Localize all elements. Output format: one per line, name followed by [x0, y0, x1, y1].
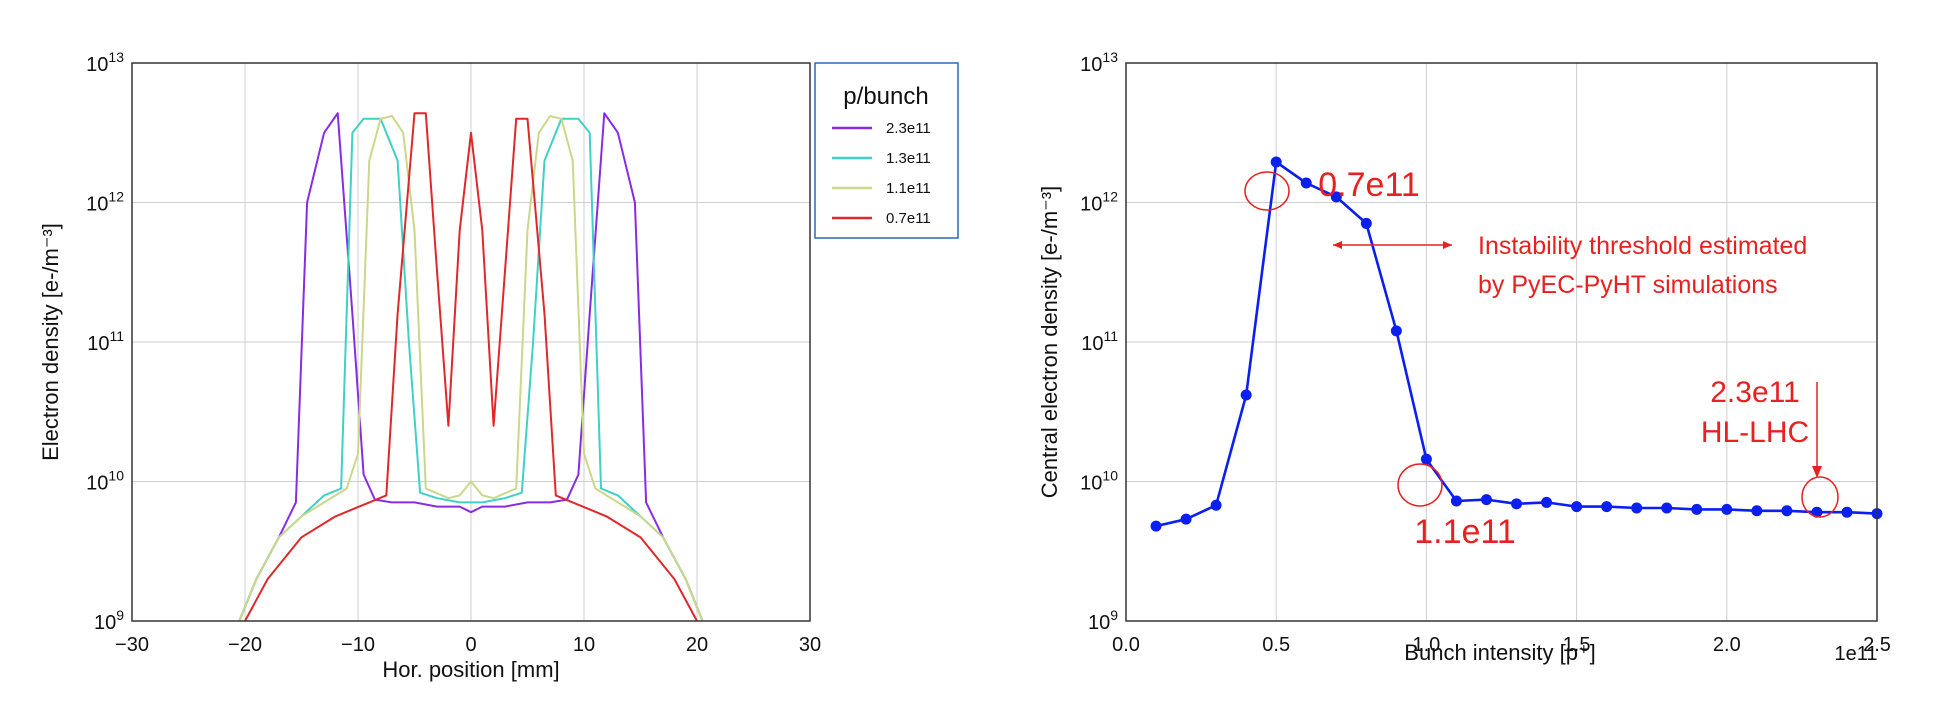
right-data-point	[1180, 513, 1192, 525]
annotation-hl-lhc: HL-LHC	[1701, 416, 1809, 449]
hl-arrow-head	[1812, 466, 1822, 478]
right-x-tick-label: 0.0	[1112, 634, 1140, 656]
right-y-tick-label: 1010	[1080, 468, 1118, 495]
left-x-tick-label: 0	[465, 634, 476, 656]
right-data-point	[1330, 191, 1342, 203]
left-series-line-1-1e11	[238, 115, 704, 622]
right-x-tick-label: 2.0	[1713, 634, 1741, 656]
right-data-point	[1511, 498, 1523, 510]
left-plot-frame	[131, 62, 811, 622]
left-y-axis-label: Electron density [e-/m⁻³]	[38, 223, 63, 461]
annotation-1-1e11: 1.1e11	[1414, 513, 1515, 551]
right-tick-labels: 0.0 0.5 1.0 1.5 2.0 2.5 109 1010 1011 1012 1013	[1080, 49, 1891, 656]
right-data-point	[1150, 520, 1162, 532]
left-series-group	[238, 112, 704, 622]
right-data-point	[1390, 325, 1402, 337]
right-data-point	[1571, 501, 1583, 513]
legend-entry-label: 0.7e11	[886, 210, 931, 227]
left-series-line-0-7e11	[244, 112, 698, 622]
annotation-2-3e11: 2.3e11	[1710, 376, 1800, 409]
right-data-point	[1811, 506, 1823, 518]
right-data-point	[1721, 503, 1733, 515]
left-y-tick-label: 1012	[86, 189, 124, 216]
right-data-point	[1420, 453, 1432, 465]
left-legend: p/bunch 2.3e11 1.3e11 1.1e11 0.7e11	[814, 62, 959, 239]
right-y-tick-label: 109	[1088, 607, 1118, 634]
right-y-tick-label: 1013	[1080, 49, 1118, 76]
right-data-point	[1240, 389, 1252, 401]
right-x-tick-label: 1.5	[1563, 634, 1591, 656]
legend-box	[814, 62, 959, 239]
left-tick-labels: −30 −20 −10 0 10 20 30 109 1010 1011 1012 1013	[86, 49, 821, 656]
right-x-tick-label: 1.0	[1412, 634, 1440, 656]
threshold-arrow-right-head	[1443, 241, 1452, 249]
legend-entry-label: 1.1e11	[886, 180, 931, 197]
right-chart: 0.0 0.5 1.0 1.5 2.0 2.5 109 1010 1011 1012 1013 Bu…	[1037, 49, 1891, 665]
right-data-point	[1661, 502, 1673, 514]
left-chart: −30 −20 −10 0 10 20 30 109 1010 1011 1012 1013 Hor.…	[38, 49, 959, 682]
left-y-tick-label: 1010	[86, 468, 124, 495]
right-x-tick-label: 2.5	[1863, 634, 1891, 656]
circle-1-1e11	[1397, 463, 1443, 507]
right-data-point	[1841, 506, 1853, 518]
right-x-multiplier: 1e11	[1834, 643, 1877, 665]
legend-entry-label: 2.3e11	[886, 120, 931, 137]
right-annotations: 0.7e11 Instability threshold estimated b…	[1244, 166, 1839, 551]
left-x-tick-label: 10	[573, 634, 595, 656]
threshold-arrow-left-head	[1333, 241, 1342, 249]
right-data-point	[1210, 499, 1222, 511]
left-y-tick-label: 1011	[87, 328, 124, 355]
left-x-axis-label: Hor. position [mm]	[382, 657, 559, 682]
left-series-line-2-3e11	[238, 112, 704, 622]
right-data-point	[1300, 177, 1312, 189]
right-data-point	[1631, 502, 1643, 514]
left-series-line-1-3e11	[238, 117, 704, 622]
right-data-point	[1270, 156, 1282, 168]
right-y-axis-label: Central electron density [e-/m⁻³]	[1037, 186, 1062, 498]
legend-title: p/bunch	[843, 83, 928, 110]
right-y-tick-label: 1011	[1081, 328, 1118, 355]
right-data-point	[1691, 503, 1703, 515]
left-x-tick-label: 20	[686, 634, 708, 656]
circle-2-3e11	[1801, 476, 1839, 518]
left-x-tick-label: 30	[799, 634, 821, 656]
right-x-tick-label: 0.5	[1262, 634, 1290, 656]
annotation-0-7e11: 0.7e11	[1318, 166, 1419, 204]
right-x-axis-label: Bunch intensity [p⁺]	[1404, 640, 1595, 665]
right-data-point	[1541, 496, 1553, 508]
right-plot-frame	[1125, 62, 1878, 622]
annotation-threshold-line2: by PyEC-PyHT simulations	[1478, 271, 1778, 299]
left-y-tick-label: 109	[94, 607, 124, 634]
right-data-point	[1751, 505, 1763, 517]
left-y-tick-label: 1013	[86, 49, 124, 76]
circle-0-7e11	[1244, 171, 1290, 211]
right-data-point	[1601, 501, 1613, 513]
right-data-point	[1781, 505, 1793, 517]
left-x-tick-label: −30	[115, 634, 149, 656]
legend-entry-label: 1.3e11	[886, 150, 931, 167]
right-data-point	[1480, 494, 1492, 506]
left-x-tick-label: −10	[341, 634, 375, 656]
right-series-group	[1150, 156, 1883, 532]
right-data-point	[1450, 495, 1462, 507]
annotation-threshold-line1: Instability threshold estimated	[1478, 232, 1807, 260]
right-data-point	[1360, 217, 1372, 229]
right-y-tick-label: 1012	[1080, 189, 1118, 216]
left-x-tick-label: −20	[228, 634, 262, 656]
